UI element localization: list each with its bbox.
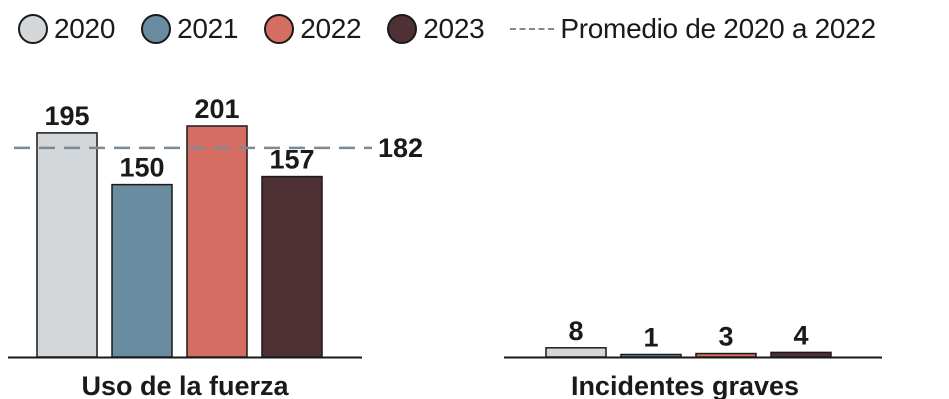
legend-swatch-2023 [387,14,418,44]
legend-swatch-2022 [264,14,295,44]
legend-label-2020: 2020 [54,13,116,44]
data-label-incidentes-graves-2021: 1 [643,323,658,353]
legend-item-2021: 2021 [141,13,238,45]
bar-uso-de-la-fuerza-2021 [111,183,173,358]
data-label-incidentes-graves-2020: 8 [568,316,583,346]
average-value-label-uso-de-la-fuerza: 182 [378,133,423,163]
legend-label-2021: 2021 [177,13,239,44]
legend-swatch-2020 [18,14,48,44]
data-label-uso-de-la-fuerza-2021: 150 [119,153,164,183]
bar-incidentes-graves-2023 [770,351,832,358]
legend-swatch-2021 [141,14,172,44]
legend-item-2022: 2022 [264,13,362,45]
legend-item-average: Promedio de 2020 a 2022 [510,13,876,45]
bar-incidentes-graves-2020 [545,347,607,358]
bar-uso-de-la-fuerza-2023 [261,175,323,358]
bar-uso-de-la-fuerza-2022 [186,125,248,358]
bar-incidentes-graves-2022 [695,352,757,358]
legend-item-2020: 2020 [18,13,115,45]
data-label-incidentes-graves-2022: 3 [718,322,733,352]
bar-uso-de-la-fuerza-2020 [36,132,98,358]
data-label-uso-de-la-fuerza-2022: 201 [194,94,239,124]
data-label-uso-de-la-fuerza-2020: 195 [44,101,89,131]
legend-item-2023: 2023 [387,13,485,45]
chart-title-incidentes-graves: Incidentes graves [571,371,799,399]
legend-label-2023: 2023 [423,13,485,44]
legend: 2020 2021 2022 2023 Promedio de 2020 a 2… [18,12,876,46]
data-label-incidentes-graves-2023: 4 [793,320,808,350]
chart-title-uso-de-la-fuerza: Uso de la fuerza [81,371,289,399]
data-label-uso-de-la-fuerza-2023: 157 [269,145,314,175]
legend-label-average: Promedio de 2020 a 2022 [560,13,876,44]
legend-average-dash [510,28,555,30]
legend-label-2022: 2022 [300,13,362,44]
